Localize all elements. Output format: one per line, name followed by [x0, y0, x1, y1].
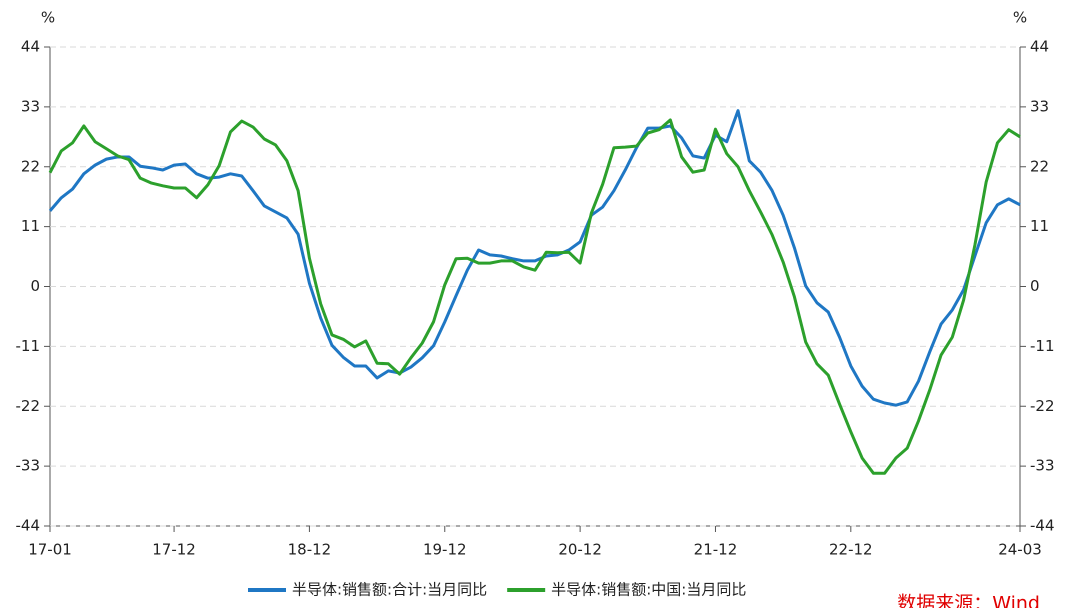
y-tick-label: 44 [21, 38, 40, 56]
y-tick-label: 33 [21, 97, 40, 115]
y-tick-label: 0 [30, 277, 40, 295]
x-tick-label: 18-12 [288, 541, 332, 559]
y-tick-label: -44 [16, 517, 41, 535]
x-tick-label: 21-12 [694, 541, 738, 559]
y-axis-label: % [41, 9, 55, 27]
y-tick-label: 22 [21, 157, 40, 175]
x-tick-label: 20-12 [558, 541, 602, 559]
x-tick-label: 19-12 [423, 541, 467, 559]
series-line [48, 109, 1021, 407]
source-note: 数据来源：Wind [897, 593, 1040, 608]
x-tick-label: 24-03 [998, 541, 1042, 559]
y-tick-label: -33 [16, 457, 41, 475]
y2-tick-label: 22 [1030, 157, 1049, 175]
y-tick-label: -11 [16, 337, 41, 355]
x-tick-label: 17-12 [152, 541, 196, 559]
y2-tick-label: 0 [1030, 277, 1040, 295]
y2-tick-label: -11 [1030, 337, 1055, 355]
y-tick-label: 11 [21, 217, 40, 235]
y2-tick-label: -22 [1030, 397, 1055, 415]
y2-tick-label: -33 [1030, 457, 1055, 475]
legend-label: 半导体:销售额:合计:当月同比 [292, 581, 487, 599]
y2-tick-label: 44 [1030, 38, 1049, 56]
y2-tick-label: -44 [1030, 517, 1055, 535]
y-tick-label: -22 [16, 397, 41, 415]
y2-tick-label: 33 [1030, 97, 1049, 115]
series-line [48, 118, 1021, 475]
y2-axis-label: % [1013, 9, 1027, 27]
x-tick-label: 22-12 [829, 541, 873, 559]
x-tick-label: 17-01 [28, 541, 72, 559]
legend-label: 半导体:销售额:中国:当月同比 [551, 581, 746, 599]
y2-tick-label: 11 [1030, 217, 1049, 235]
